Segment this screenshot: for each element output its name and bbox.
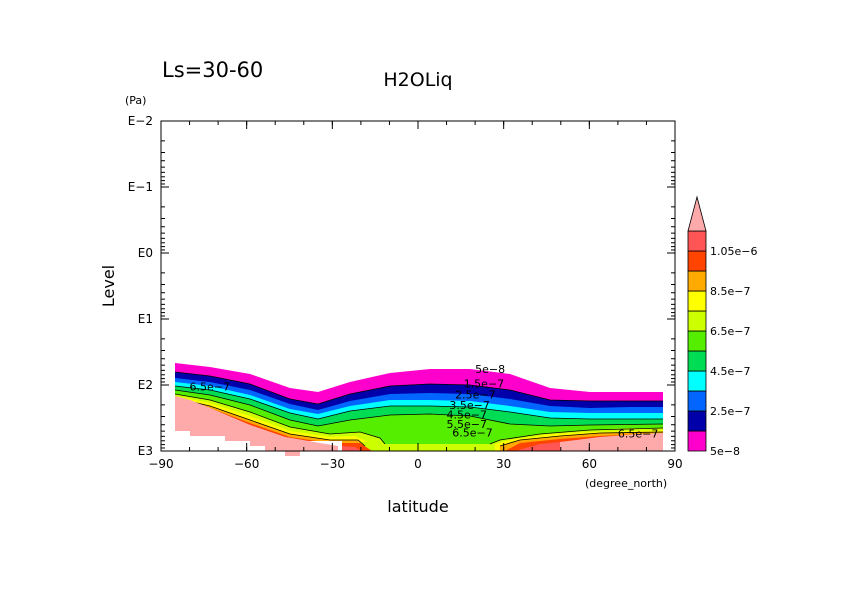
y-axis: E−2 E−1 E0 E1 E2 E3 bbox=[128, 114, 675, 458]
colorbar-overflow bbox=[687, 195, 707, 232]
x-axis: −90 −60 −30 0 30 60 90 bbox=[148, 121, 683, 471]
colorbar-segment bbox=[687, 430, 707, 452]
contour-label: 5e−8 bbox=[475, 363, 505, 376]
x-tick-label: 0 bbox=[414, 457, 422, 471]
x-tick-label: −30 bbox=[320, 457, 345, 471]
y-tick-label: E3 bbox=[138, 444, 153, 458]
contour-label: 6.5e−7 bbox=[618, 427, 658, 440]
colorbar-segment bbox=[687, 350, 707, 372]
colorbar-label: 8.5e−7 bbox=[710, 285, 750, 298]
colorbar-segment bbox=[687, 390, 707, 412]
y-unit: (Pa) bbox=[125, 94, 146, 107]
colorbar-segment bbox=[687, 410, 707, 432]
y-tick-label: E−2 bbox=[128, 114, 153, 128]
y-tick-label: E2 bbox=[138, 378, 153, 392]
colorbar-segment bbox=[687, 230, 707, 252]
y-tick-label: E0 bbox=[138, 246, 153, 260]
contour-label: 6.5e−7 bbox=[452, 426, 492, 439]
colorbar-label: 2.5e−7 bbox=[710, 405, 750, 418]
contour-label: 3.5e−7 bbox=[449, 399, 489, 412]
x-tick-label: 30 bbox=[496, 457, 511, 471]
colorbar-label: 5e−8 bbox=[710, 445, 740, 458]
chart-subtitle: Ls=30-60 bbox=[162, 58, 263, 82]
colorbar-label: 4.5e−7 bbox=[710, 365, 750, 378]
x-unit: (degree_north) bbox=[585, 477, 667, 490]
colorbar-label: 1.05e−6 bbox=[710, 245, 757, 258]
x-tick-label: −90 bbox=[148, 457, 173, 471]
x-axis-label: latitude bbox=[387, 497, 448, 516]
contour-labels: 5e−81.5e−72.5e−73.5e−74.5e−75.5e−76.5e−7… bbox=[190, 363, 659, 440]
x-tick-label: 60 bbox=[582, 457, 597, 471]
contour-lines bbox=[174, 371, 664, 447]
colorbar-segment bbox=[687, 290, 707, 312]
colorbar-segment bbox=[687, 270, 707, 292]
contour-label: 4.5e−7 bbox=[447, 409, 487, 422]
contour-label: 2.5e−7 bbox=[455, 389, 495, 402]
band-max-right bbox=[560, 433, 663, 451]
x-tick-label: −60 bbox=[234, 457, 259, 471]
colorbar: 5e−8 2.5e−7 4.5e−7 6.5e−7 8.5e−7 1.05e−6 bbox=[687, 195, 757, 458]
y-axis-label: Level bbox=[99, 265, 118, 307]
chart-title: H2OLiq bbox=[383, 69, 452, 91]
colorbar-segment bbox=[687, 330, 707, 352]
colorbar-segment bbox=[687, 310, 707, 332]
contour-label: 1.5e−7 bbox=[464, 378, 504, 391]
y-tick-label: E−1 bbox=[128, 180, 153, 194]
colorbar-segment bbox=[687, 250, 707, 272]
y-tick-label: E1 bbox=[138, 312, 153, 326]
contour-label: 5.5e−7 bbox=[447, 418, 487, 431]
x-tick-label: 90 bbox=[667, 457, 682, 471]
terrain-fill bbox=[175, 396, 338, 456]
contour-label: 6.5e−7 bbox=[190, 380, 230, 393]
colorbar-label: 6.5e−7 bbox=[710, 325, 750, 338]
colorbar-segment bbox=[687, 370, 707, 392]
